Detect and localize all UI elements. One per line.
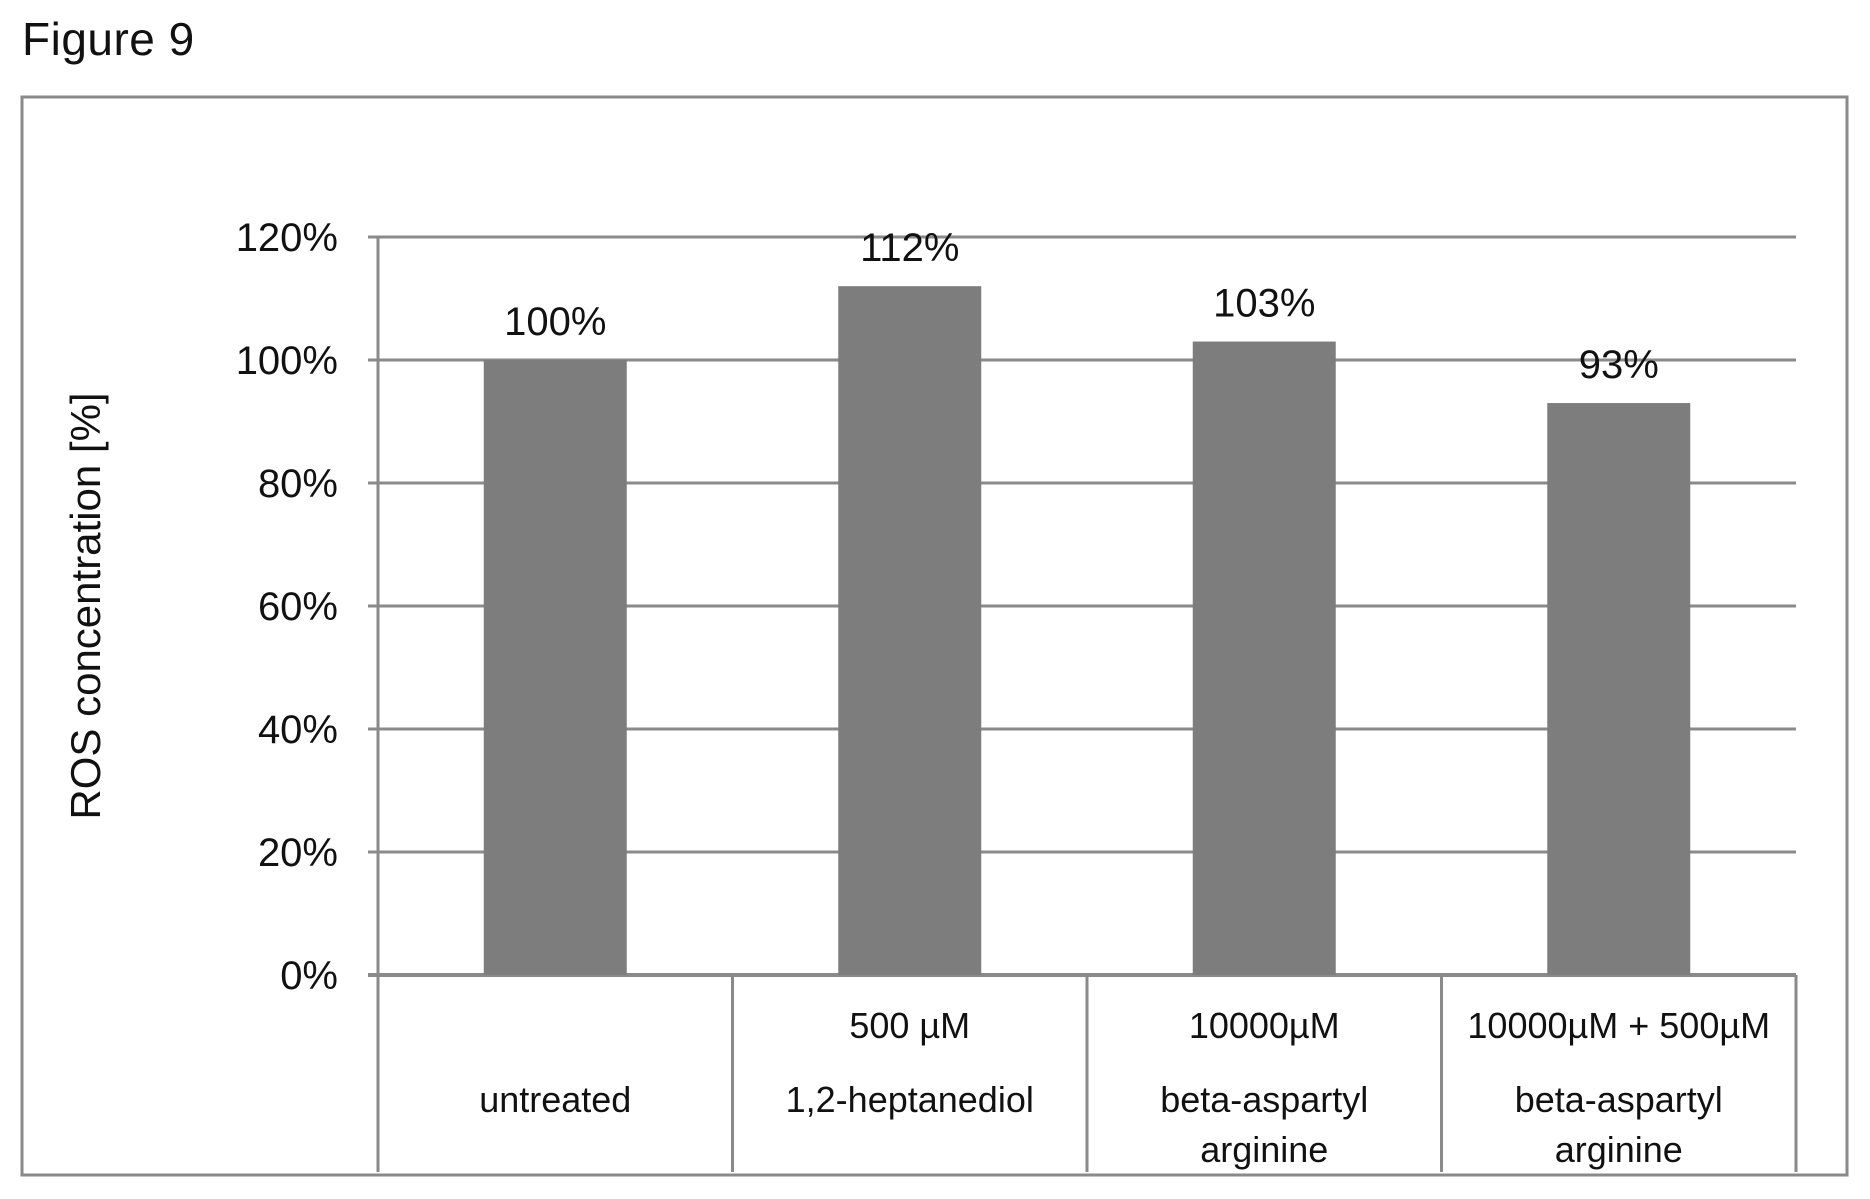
category-label: beta-aspartyl (1160, 1079, 1368, 1120)
y-tick-label: 20% (258, 831, 338, 875)
category-label: 500 µM (849, 1005, 970, 1046)
data-label: 100% (504, 300, 606, 344)
bar (1192, 341, 1336, 975)
category-label: arginine (1200, 1129, 1328, 1170)
category-label: 10000µM + 500µM (1467, 1005, 1770, 1046)
y-tick-label: 0% (280, 954, 338, 998)
data-label: 93% (1579, 343, 1659, 387)
y-tick-label: 60% (258, 585, 338, 629)
category-label: 10000µM (1189, 1005, 1340, 1046)
bar (838, 286, 982, 975)
data-label: 103% (1213, 282, 1315, 326)
category-label: beta-aspartyl (1515, 1079, 1723, 1120)
bar (483, 360, 627, 975)
y-tick-label: 100% (236, 339, 338, 383)
y-axis-title: ROS concentration [%] (62, 392, 109, 819)
y-tick-label: 80% (258, 462, 338, 506)
chart-border (20, 95, 1849, 1177)
data-label: 112% (860, 226, 959, 270)
category-label: 1,2-heptanediol (786, 1079, 1034, 1120)
category-label: arginine (1555, 1129, 1683, 1170)
category-label: untreated (479, 1079, 631, 1120)
y-tick-label: 40% (258, 708, 338, 752)
bar (1547, 403, 1691, 975)
figure-title: Figure 9 (22, 13, 195, 65)
y-tick-label: 120% (236, 216, 338, 260)
